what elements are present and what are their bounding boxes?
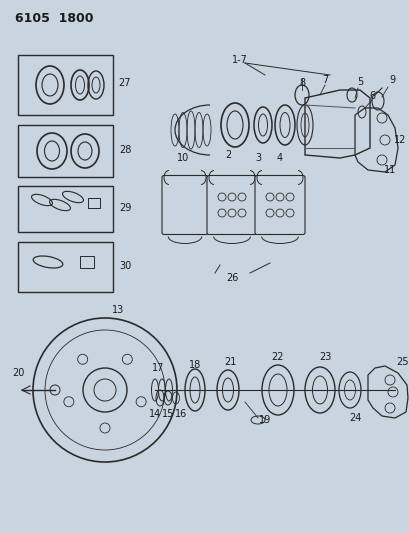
Text: 7: 7 [321, 75, 327, 85]
Text: 3: 3 [254, 153, 261, 163]
Text: 26: 26 [225, 273, 238, 283]
Text: 20: 20 [12, 368, 24, 378]
Text: 13: 13 [112, 305, 124, 315]
Bar [18, 242, 113, 292]
Text: 19: 19 [258, 415, 270, 425]
Text: 10: 10 [176, 153, 189, 163]
Text: 23: 23 [318, 352, 330, 362]
FancyBboxPatch shape [207, 175, 256, 235]
Bar [18, 186, 113, 232]
Text: 28: 28 [119, 145, 131, 155]
Text: 22: 22 [271, 352, 283, 362]
Text: 18: 18 [189, 360, 201, 370]
Text: 21: 21 [223, 357, 236, 367]
Text: 1-7: 1-7 [231, 55, 247, 65]
Text: 11: 11 [383, 165, 395, 175]
Text: 25: 25 [396, 357, 408, 367]
Text: 17: 17 [151, 363, 164, 373]
Text: 24: 24 [348, 413, 360, 423]
Text: 2: 2 [224, 150, 231, 160]
Text: 12: 12 [393, 135, 405, 145]
Text: 5: 5 [356, 77, 362, 87]
Text: 8: 8 [298, 78, 304, 88]
Text: 14: 14 [148, 409, 161, 419]
Text: 16: 16 [175, 409, 187, 419]
Bar [80, 256, 94, 268]
Text: 4: 4 [276, 153, 282, 163]
Text: 6: 6 [368, 91, 374, 101]
Text: 29: 29 [119, 203, 131, 213]
Bar [88, 198, 100, 208]
FancyBboxPatch shape [162, 175, 207, 235]
Bar [18, 125, 113, 177]
Text: 30: 30 [119, 261, 131, 271]
Text: 15: 15 [162, 409, 174, 419]
Text: 27: 27 [119, 78, 131, 88]
FancyBboxPatch shape [254, 175, 304, 235]
Text: 9: 9 [388, 75, 394, 85]
Text: 6105  1800: 6105 1800 [15, 12, 93, 25]
Bar [18, 55, 113, 115]
